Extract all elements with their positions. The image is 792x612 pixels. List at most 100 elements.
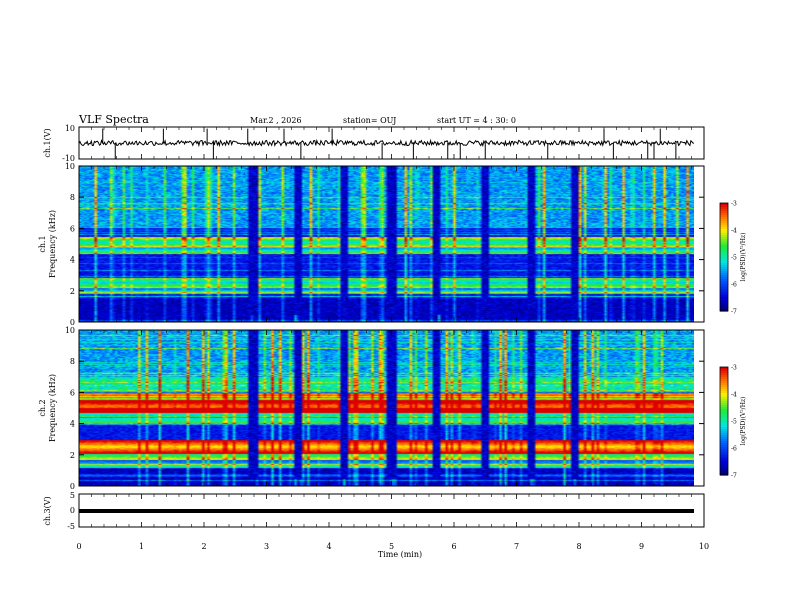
colorbar-swatch <box>720 455 728 458</box>
colorbar-swatch <box>720 427 728 430</box>
colorbar-swatch <box>720 213 728 216</box>
ytick-label: 6 <box>70 224 75 233</box>
colorbar-swatch <box>720 415 728 418</box>
ch1-spectrogram-ylabel-channel: ch.1 <box>38 235 47 252</box>
colorbar-swatch <box>720 305 728 308</box>
colorbar-swatch <box>720 375 728 378</box>
xtick-label: 4 <box>326 542 331 551</box>
colorbar-swatch <box>720 389 728 392</box>
ytick-label: 4 <box>70 256 75 265</box>
colorbar-swatch <box>720 281 728 284</box>
colorbar-swatch <box>720 441 728 444</box>
colorbar-swatch <box>720 297 728 300</box>
colorbar-swatch <box>720 221 728 224</box>
colorbar-swatch <box>720 263 728 266</box>
ch1-spectrogram-ylabel: Frequency (kHz) <box>48 210 57 278</box>
xtick-label: 2 <box>201 542 206 551</box>
colorbar-swatch <box>720 285 728 288</box>
ch1-colorbar: -3 -4 -5 -6 -7 log(PSD)(V²/Hz) <box>719 201 747 316</box>
ytick-label: 6 <box>70 388 75 397</box>
colorbar-swatch <box>720 227 728 230</box>
colorbar-swatch <box>720 237 728 240</box>
ytick-label: 8 <box>70 357 75 366</box>
ch1-waveform-ylabel: ch.1(V) <box>43 128 52 157</box>
colorbar-swatch <box>720 255 728 258</box>
xtick-label: 0 <box>76 542 81 551</box>
colorbar-swatch <box>720 451 728 454</box>
colorbar-label: log(PSD)(V²/Hz) <box>740 233 747 282</box>
ch1-waveform-panel: 10 -10 ch.1(V) <box>43 124 705 163</box>
colorbar-swatch <box>720 275 728 278</box>
colorbar-swatch <box>720 387 728 390</box>
colorbar-swatch <box>720 409 728 412</box>
ch2-colorbar: -3 -4 -5 -6 -7 log(PSD)(V²/Hz) <box>719 365 747 480</box>
station-label: station= OUJ <box>343 116 396 125</box>
colorbar-swatch <box>720 279 728 282</box>
colorbar-swatch <box>720 267 728 270</box>
colorbar-swatch <box>720 423 728 426</box>
colorbar-swatch <box>720 419 728 422</box>
colorbar-swatch <box>720 391 728 394</box>
xtick-label: 6 <box>451 542 456 551</box>
colorbar-swatch <box>720 243 728 246</box>
colorbar-swatch <box>720 239 728 242</box>
ytick-label: 0 <box>70 318 75 327</box>
ch1-spectrogram-image <box>79 166 694 322</box>
colorbar-swatch <box>720 223 728 226</box>
colorbar-swatch <box>720 249 728 252</box>
colorbar-swatch <box>720 377 728 380</box>
colorbar-swatch <box>720 453 728 456</box>
colorbar-label: log(PSD)(V²/Hz) <box>740 397 747 446</box>
colorbar-swatch <box>720 233 728 236</box>
colorbar-swatch <box>720 403 728 406</box>
ch2-spectrogram-image <box>79 330 694 486</box>
ytick-label: 2 <box>70 287 75 296</box>
colorbar-swatch <box>720 443 728 446</box>
ch1-ytick-label: -10 <box>62 154 75 163</box>
colorbar-swatch <box>720 411 728 414</box>
colorbar-swatch <box>720 229 728 232</box>
colorbar-swatch <box>720 269 728 272</box>
colorbar-swatch <box>720 225 728 228</box>
colorbar-swatch <box>720 445 728 448</box>
colorbar-swatch <box>720 283 728 286</box>
colorbar-swatch <box>720 211 728 214</box>
colorbar-swatch <box>720 429 728 432</box>
colorbar-swatch <box>720 383 728 386</box>
colorbar-swatch <box>720 241 728 244</box>
xtick-label: 1 <box>139 542 144 551</box>
colorbar-swatch <box>720 215 728 218</box>
xtick-label: 9 <box>639 542 644 551</box>
colorbar-swatch <box>720 217 728 220</box>
colorbar-swatch <box>720 469 728 472</box>
colorbar-swatch <box>720 405 728 408</box>
xtick-label: 8 <box>576 542 581 551</box>
colorbar-swatch <box>720 373 728 376</box>
colorbar-swatch <box>720 401 728 404</box>
colorbar-swatch <box>720 235 728 238</box>
colorbar-tick-label: -6 <box>731 282 737 289</box>
colorbar-swatch <box>720 463 728 466</box>
colorbar-swatch <box>720 203 728 206</box>
colorbar-tick-label: -5 <box>731 255 737 262</box>
colorbar-tick-label: -5 <box>731 419 737 426</box>
ch1-waveform-trace <box>78 138 695 148</box>
colorbar-swatch <box>720 301 728 304</box>
colorbar-swatch <box>720 437 728 440</box>
colorbar-swatch <box>720 309 728 312</box>
colorbar-swatch <box>720 261 728 264</box>
colorbar-swatch <box>720 473 728 476</box>
xtick-label: 3 <box>264 542 269 551</box>
ch1-ytick-label: 10 <box>65 124 75 133</box>
colorbar-swatch <box>720 381 728 384</box>
colorbar-swatch <box>720 251 728 254</box>
xtick-label: 5 <box>389 542 394 551</box>
colorbar-swatch <box>720 459 728 462</box>
colorbar-swatch <box>720 397 728 400</box>
colorbar-swatch <box>720 253 728 256</box>
colorbar-swatch <box>720 247 728 250</box>
ytick-label: 4 <box>70 420 75 429</box>
ytick-label: 0 <box>70 482 75 491</box>
ch3-waveform-ylabel: ch.3(V) <box>43 496 52 525</box>
ytick-label: 10 <box>65 162 75 171</box>
